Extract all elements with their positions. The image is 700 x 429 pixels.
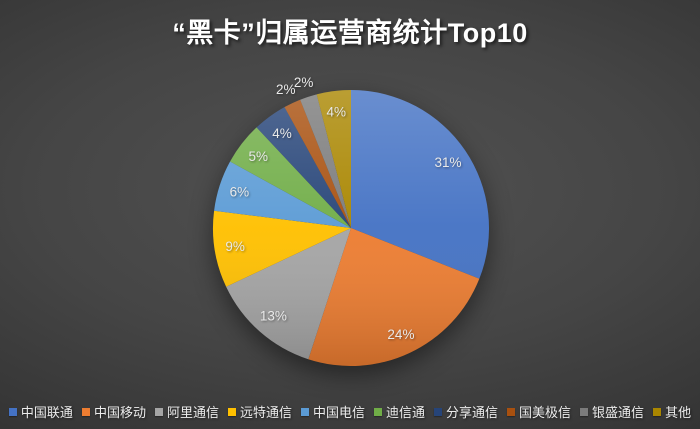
pie-slice-percent-label: 4% xyxy=(272,126,292,141)
legend-item: 远特通信 xyxy=(227,402,292,421)
legend-label: 迪信通 xyxy=(386,405,426,420)
pie-slice-percent-label: 31% xyxy=(435,155,462,170)
pie-slice-percent-label: 6% xyxy=(230,184,250,199)
legend-swatch-icon xyxy=(653,407,662,416)
pie-slice-percent-label: 9% xyxy=(225,239,245,254)
legend-swatch-icon xyxy=(507,407,516,416)
legend-swatch-icon xyxy=(227,407,236,416)
legend-label: 银盛通信 xyxy=(592,405,645,420)
legend-label: 中国联通 xyxy=(20,405,73,420)
pie-slice-percent-label: 5% xyxy=(249,149,269,164)
pie-labels-group: 31%24%13%9%6%5%4%2%2%4% xyxy=(225,75,461,342)
legend-swatch-icon xyxy=(580,407,589,416)
legend-item: 迪信通 xyxy=(374,402,425,421)
legend-swatch-icon xyxy=(8,407,17,416)
legend-label: 国美极信 xyxy=(519,405,572,420)
legend-label: 中国电信 xyxy=(312,405,365,420)
legend-item: 国美极信 xyxy=(507,402,571,421)
legend-label: 远特通信 xyxy=(239,405,292,420)
pie-slice-percent-label: 13% xyxy=(260,309,287,324)
legend-item: 中国移动 xyxy=(81,402,146,421)
legend-item: 中国联通 xyxy=(8,402,73,421)
legend-swatch-icon xyxy=(81,407,90,416)
pie-slice-percent-label: 2% xyxy=(276,82,296,97)
legend-label: 阿里通信 xyxy=(166,405,219,420)
pie-slices-group xyxy=(212,90,489,366)
legend-label: 其他 xyxy=(665,405,692,420)
legend-swatch-icon xyxy=(154,407,163,416)
legend: 中国联通 中国移动 阿里通信 远特通信 中国电信 迪信通 分享通信 国美极信 银盛通信 其他 xyxy=(0,402,700,421)
legend-label: 分享通信 xyxy=(446,405,499,420)
legend-item: 其他 xyxy=(653,402,691,421)
legend-item: 阿里通信 xyxy=(154,402,219,421)
legend-swatch-icon xyxy=(374,407,382,416)
legend-item: 银盛通信 xyxy=(580,402,644,421)
legend-item: 分享通信 xyxy=(434,402,498,421)
pie-slice-percent-label: 4% xyxy=(327,104,347,119)
legend-swatch-icon xyxy=(300,407,309,416)
legend-label: 中国移动 xyxy=(93,405,146,420)
chart-title: “黑卡”归属运营商统计Top10 xyxy=(172,18,528,48)
pie-slice-percent-label: 2% xyxy=(294,75,314,90)
legend-item: 中国电信 xyxy=(300,402,365,421)
pie-slice-percent-label: 24% xyxy=(387,327,414,342)
legend-swatch-icon xyxy=(434,407,443,416)
